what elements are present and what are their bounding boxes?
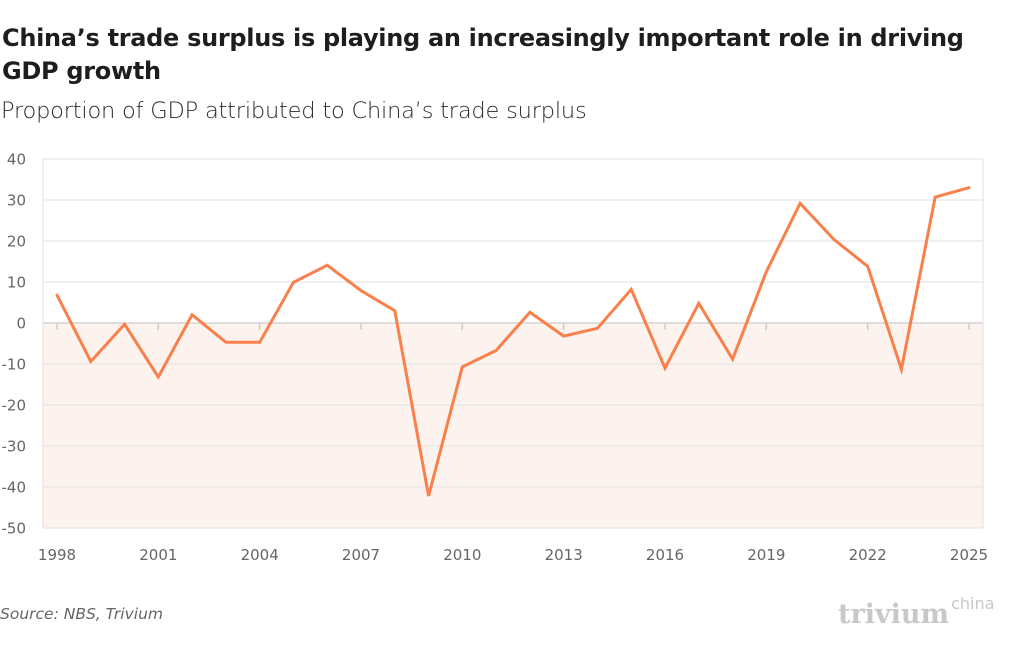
x-tick-label: 2016: [646, 546, 684, 564]
negative-region-shading: [43, 323, 983, 528]
chart-subtitle: Proportion of GDP attributed to China’s …: [1, 98, 587, 124]
gridlines: [43, 158, 983, 529]
y-tick-label: -20: [2, 397, 27, 415]
source-note: Source: NBS, Trivium: [0, 605, 163, 623]
y-tick-label: -30: [2, 438, 27, 456]
x-tick-label: 2013: [545, 546, 583, 564]
negative-area: [43, 323, 983, 528]
y-tick-label: -10: [2, 356, 27, 374]
x-tick-label: 2025: [950, 546, 988, 564]
x-tick-label: 2001: [139, 546, 177, 564]
y-tick-label: -50: [2, 520, 27, 538]
series-layer: [55, 186, 971, 497]
y-tick-label: 30: [7, 192, 26, 210]
x-tick-label: 2004: [241, 546, 279, 564]
trivium-china-logo: trivium china: [838, 594, 994, 630]
x-axis-ticks: [56, 323, 970, 330]
x-tick-label: 2010: [443, 546, 481, 564]
y-tick-label: -40: [2, 479, 27, 497]
x-axis-labels: 1998 2001 2004 2007 2010 2013 2016 2019 2022 2025: [38, 546, 988, 564]
x-tick-label: 1998: [38, 546, 76, 564]
chart-title: China’s trade surplus is playing an incr…: [2, 24, 964, 85]
series-line: [55, 186, 971, 497]
plot-frame: [42, 159, 984, 528]
y-axis-labels: 40 30 20 10 0 -10 -20 -30 -40 -50: [2, 151, 27, 538]
x-tick-label: 2022: [849, 546, 887, 564]
y-tick-label: 40: [7, 151, 26, 169]
logo-wordmark: trivium: [838, 599, 950, 630]
y-tick-label: 0: [16, 315, 26, 333]
x-tick-label: 2007: [342, 546, 380, 564]
y-tick-label: 10: [7, 274, 26, 292]
logo-superscript: china: [951, 594, 995, 613]
y-tick-label: 20: [7, 233, 26, 251]
x-tick-label: 2019: [747, 546, 785, 564]
